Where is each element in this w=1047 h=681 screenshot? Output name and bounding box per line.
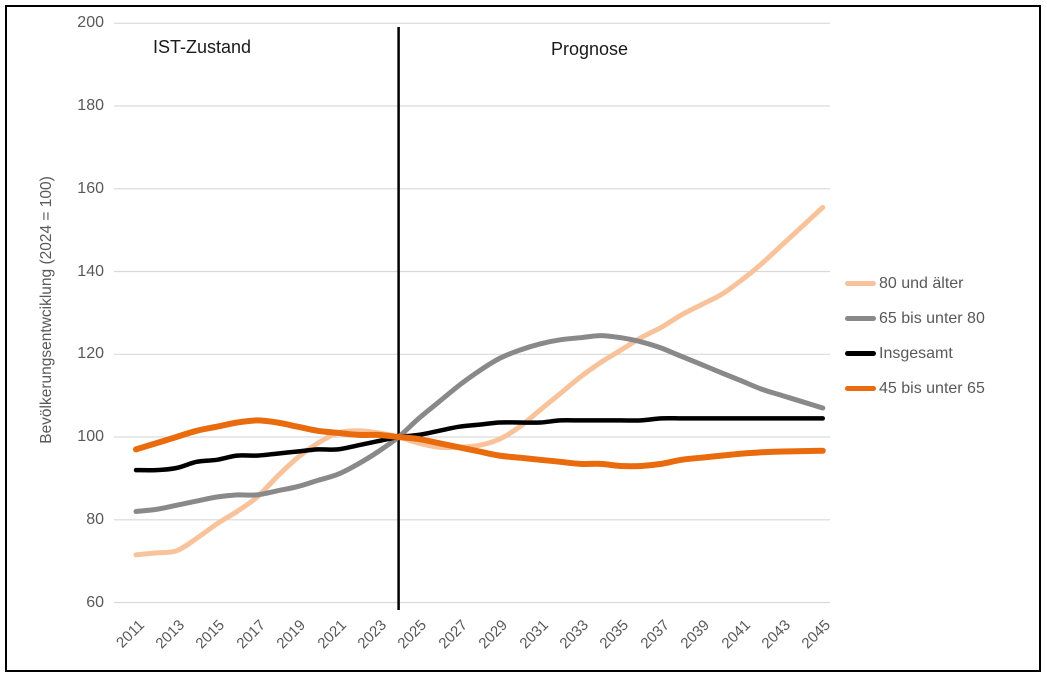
series-line-3 (133, 417, 826, 470)
annotation-prognose: Prognose (551, 39, 629, 59)
legend-swatch (845, 316, 876, 321)
y-tick-label: 160 (77, 179, 104, 197)
legend-swatch (845, 386, 876, 391)
legend-label: 65 bis unter 80 (879, 309, 985, 327)
legend-label: Insgesamt (879, 344, 953, 362)
series-line-2 (133, 415, 826, 473)
legend-label: 45 bis unter 65 (879, 379, 985, 397)
y-tick-label: 140 (77, 262, 104, 280)
legend-swatch (845, 351, 876, 356)
legend-item: 80 und älter (845, 272, 985, 295)
legend-item: 45 bis unter 65 (845, 377, 985, 400)
y-tick-label: 120 (77, 345, 104, 363)
y-tick-label: 60 (86, 593, 104, 611)
y-tick-label: 80 (86, 510, 104, 528)
legend-item: Insgesamt (845, 342, 985, 365)
series-line-1 (133, 333, 826, 514)
chart-border-frame (5, 5, 1041, 672)
legend-item: 65 bis unter 80 (845, 307, 985, 330)
legend-label: 80 und älter (879, 274, 964, 292)
y-tick-label: 180 (77, 97, 104, 114)
annotation-ist-zustand: IST-Zustand (153, 37, 252, 57)
y-axis-title: Bevölkerungsentwciklung (2024 = 100) (38, 176, 55, 444)
chart-legend: 80 und älter 65 bis unter 80 Insgesamt 45 b… (845, 272, 985, 412)
series-line-0 (133, 204, 826, 558)
y-tick-label: 100 (77, 428, 104, 445)
y-tick-label: 200 (77, 14, 104, 32)
legend-swatch (845, 281, 876, 286)
